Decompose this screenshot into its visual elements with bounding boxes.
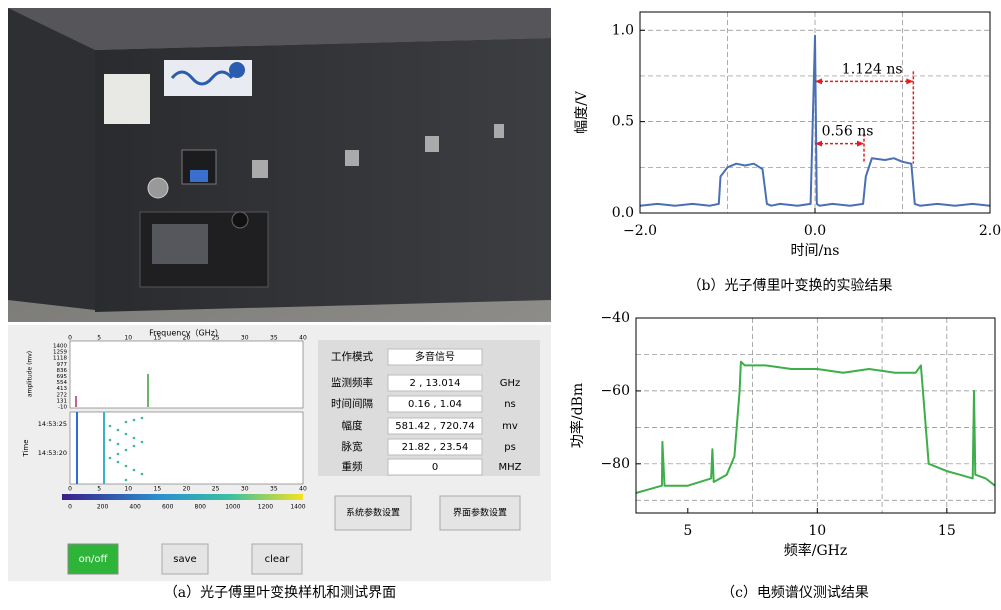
bottom-tick-label: 0 — [68, 486, 72, 493]
top-tick-label: 30 — [241, 335, 249, 342]
amp-tick-label: 1259 — [53, 350, 67, 356]
colorbar-tick-label: 1200 — [258, 504, 273, 511]
bottom-tick-label: 35 — [270, 486, 278, 493]
caption: （c）电频谱仪测试结果 — [721, 585, 869, 601]
y-tick-label: −60 — [600, 383, 630, 399]
top-tick-label: 40 — [299, 335, 307, 342]
param-value: 0.16 , 1.04 — [408, 399, 462, 410]
amp-tick-label: 554 — [57, 380, 68, 386]
bottom-tick-label: 10 — [124, 486, 132, 493]
time-tick-label: 14:53:25 — [38, 420, 67, 428]
y-tick-label: −80 — [600, 456, 630, 472]
bottom-tick-label: 20 — [183, 486, 191, 493]
y-tick-label: 0.0 — [612, 205, 634, 221]
plot-frame — [636, 318, 995, 513]
amp-tick-label: 1400 — [53, 344, 67, 350]
param-label: 工作模式 — [331, 350, 373, 363]
x-tick-label: −2.0 — [623, 223, 657, 239]
param-label: 脉宽 — [342, 440, 363, 453]
top-tick-label: 20 — [183, 335, 191, 342]
param-value: 2 , 13.014 — [410, 378, 461, 389]
button-clear[interactable]: clear — [265, 554, 291, 565]
colorbar-tick-label: 200 — [97, 504, 109, 511]
top-tick-label: 25 — [212, 335, 220, 342]
arrow-head — [815, 78, 913, 84]
annotation: 1.124 ns — [842, 61, 903, 77]
param-unit: ns — [504, 399, 516, 410]
param-label: 重频 — [342, 460, 363, 473]
bottom-tick-label: 15 — [154, 486, 162, 493]
amp-tick-label: -10 — [58, 405, 67, 411]
time-tick-label: 14:53:20 — [38, 449, 67, 457]
amp-tick-label: 1118 — [53, 356, 67, 362]
amp-tick-label: 836 — [57, 368, 68, 374]
top-tick-label: 5 — [97, 335, 101, 342]
param-value: 581.42 , 720.74 — [395, 421, 475, 432]
x-tick-label: 0.0 — [804, 223, 826, 239]
y-tick-label: −40 — [600, 310, 630, 326]
colorbar-tick-label: 1400 — [290, 504, 305, 511]
annotation: 0.56 ns — [822, 124, 874, 140]
amp-tick-label: 695 — [57, 374, 68, 380]
x-tick-label: 10 — [808, 523, 826, 539]
param-unit: GHz — [500, 378, 521, 389]
param-label: 幅度 — [342, 419, 363, 432]
test-interface: Frequency（GHz） amplitude (mv) Time 系统参数设… — [8, 325, 551, 601]
button-interface[interactable]: 界面参数设置 — [453, 507, 507, 519]
amp-tick-label: 413 — [57, 386, 68, 392]
param-unit: ps — [504, 442, 516, 453]
param-value: 21.82 , 23.54 — [402, 442, 469, 453]
top-tick-label: 10 — [124, 335, 132, 342]
x-tick-label: 2.0 — [979, 223, 1001, 239]
param-value: 0 — [432, 462, 438, 473]
param-label: 时间间隔 — [331, 397, 373, 410]
y-axis-label: 功率/dBm — [569, 383, 586, 448]
colorbar-tick-label: 0 — [68, 504, 72, 511]
colorbar-tick-label: 600 — [162, 504, 174, 511]
top-tick-label: 35 — [270, 335, 278, 342]
bottom-tick-label: 25 — [212, 486, 220, 493]
x-axis-label: 频率/GHz — [784, 542, 848, 559]
caption: （a）光子傅里叶变换样机和测试界面 — [164, 584, 396, 601]
colorbar-tick-label: 800 — [195, 504, 207, 511]
button-system[interactable]: 系统参数设置 — [346, 507, 400, 519]
amp-tick-label: 272 — [57, 392, 68, 398]
bottom-tick-label: 5 — [97, 486, 101, 493]
colorbar-tick-label: 1000 — [225, 504, 240, 511]
x-axis-label: 时间/ns — [791, 243, 840, 259]
top-tick-label: 15 — [154, 335, 162, 342]
x-tick-label: 15 — [938, 523, 956, 539]
bottom-tick-label: 40 — [299, 486, 307, 493]
bottom-tick-label: 30 — [241, 486, 249, 493]
amp-tick-label: 131 — [57, 398, 68, 404]
y-axis-label: 幅度/V — [574, 90, 590, 134]
amp-label: amplitude (mv) — [27, 351, 34, 397]
param-unit: MHZ — [499, 462, 522, 473]
photo — [8, 8, 551, 322]
colorbar-tick-label: 400 — [129, 504, 141, 511]
param-label: 监测频率 — [331, 376, 373, 389]
button-save[interactable]: save — [173, 554, 196, 565]
x-tick-label: 5 — [683, 523, 692, 539]
caption: （b）光子傅里叶变换的实验结果 — [688, 277, 893, 294]
button-onoff[interactable]: on/off — [79, 554, 109, 565]
top-tick-label: 0 — [68, 335, 72, 342]
param-value: 多音信号 — [415, 350, 455, 363]
y-tick-label: 0.5 — [612, 114, 634, 130]
y-tick-label: 1.0 — [612, 22, 634, 38]
time-label: Time — [22, 439, 30, 457]
figure: Frequency（GHz） amplitude (mv) Time 系统参数设… — [0, 0, 1001, 606]
amp-tick-label: 977 — [57, 362, 68, 368]
param-unit: mv — [502, 421, 518, 432]
